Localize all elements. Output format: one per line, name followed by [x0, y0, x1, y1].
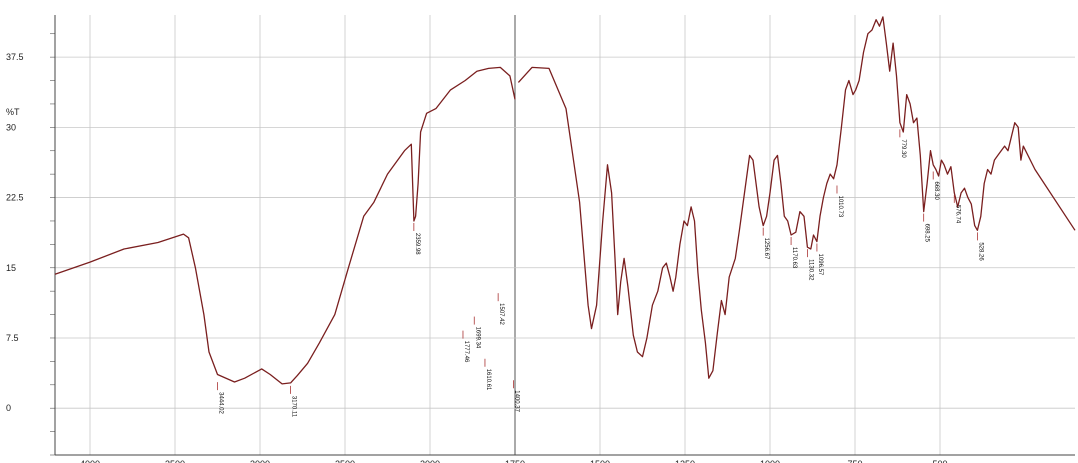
- x-tick-label: 2500: [335, 459, 355, 463]
- peak-label: 1256.67: [763, 238, 769, 260]
- peak-label: 668.30: [933, 181, 939, 200]
- x-tick-label: 1750: [505, 459, 525, 463]
- y-axis-title: %T: [6, 107, 20, 117]
- x-tick-label: 1000: [760, 459, 780, 463]
- peak-label: 1170.63: [791, 247, 797, 269]
- peak-label: 1130.32: [807, 259, 813, 281]
- x-tick-label: 1250: [675, 459, 695, 463]
- peak-label: 1610.61: [485, 369, 491, 391]
- peak-layer: 3444.02 3170.11 2359.98 1777.46 1699.34 1610.…: [217, 129, 983, 418]
- axis-layer: 4000 3500 3000 2500 2000 1750 1500 1250 1000 750 5…: [6, 15, 1075, 463]
- peak-label: 1400.37: [514, 390, 520, 412]
- peak-label: 2359.98: [414, 233, 420, 255]
- y-tick-label: 7.5: [6, 333, 19, 343]
- y-tick-label: 0: [6, 403, 11, 413]
- y-tick-label: 37.5: [6, 52, 24, 62]
- grid-layer: [55, 15, 1075, 455]
- x-tick-label: 3000: [250, 459, 270, 463]
- peak-label: 1699.34: [474, 327, 480, 349]
- plot-area: [55, 15, 1075, 455]
- series-layer: [54, 16, 1076, 385]
- peak-label: 3170.11: [291, 396, 297, 418]
- peak-label: 779.30: [900, 139, 906, 158]
- x-tick-label: 1500: [590, 459, 610, 463]
- peak-label: 3444.02: [218, 392, 224, 414]
- peak-label: 528.26: [977, 242, 983, 261]
- peak-label: 1777.46: [463, 341, 469, 363]
- y-tick-label: 15: [6, 263, 16, 273]
- x-tick-label: 500: [932, 459, 947, 463]
- peak-label: 576.74: [954, 205, 960, 224]
- spectrum-line: [517, 16, 1076, 379]
- spectrum-line: [54, 66, 516, 385]
- peak-label: 1096.57: [817, 254, 823, 276]
- peak-label: 1507.42: [498, 303, 504, 325]
- x-tick-label: 4000: [80, 459, 100, 463]
- y-tick-label: 30: [6, 122, 16, 132]
- peak-label: 1010.73: [837, 196, 843, 218]
- y-tick-label: 22.5: [6, 193, 24, 203]
- x-tick-label: 750: [847, 459, 862, 463]
- peak-label: 698.25: [924, 224, 930, 243]
- x-tick-label: 3500: [165, 459, 185, 463]
- x-tick-label: 2000: [420, 459, 440, 463]
